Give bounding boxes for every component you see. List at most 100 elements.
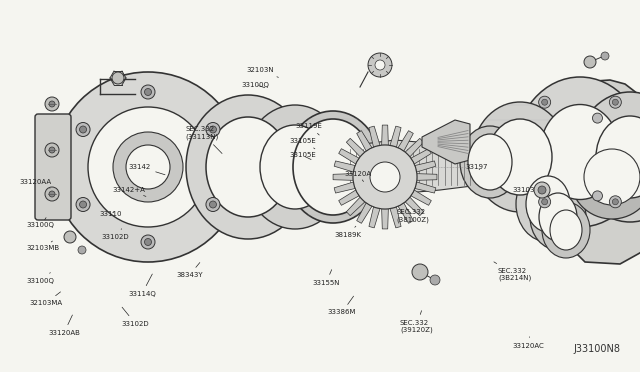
Polygon shape (340, 140, 488, 194)
Text: 33102D: 33102D (101, 229, 129, 240)
Circle shape (593, 191, 602, 201)
Ellipse shape (515, 77, 640, 227)
Text: 33155N: 33155N (312, 270, 340, 286)
Text: SEC.332
(33113N): SEC.332 (33113N) (186, 126, 222, 154)
Circle shape (64, 231, 76, 243)
Text: 33142+A: 33142+A (112, 187, 146, 196)
Polygon shape (398, 203, 413, 223)
Circle shape (141, 235, 155, 249)
Circle shape (145, 238, 152, 246)
Text: 38343Y: 38343Y (176, 263, 203, 278)
Ellipse shape (472, 102, 568, 212)
Ellipse shape (526, 176, 570, 232)
Circle shape (209, 201, 216, 208)
Text: 33120A: 33120A (344, 171, 371, 182)
Text: 33100Q: 33100Q (242, 82, 270, 88)
Circle shape (209, 126, 216, 133)
FancyBboxPatch shape (35, 114, 71, 220)
Ellipse shape (468, 134, 512, 190)
Circle shape (375, 60, 385, 70)
Circle shape (126, 145, 170, 189)
Polygon shape (333, 174, 353, 180)
Ellipse shape (530, 184, 586, 250)
Circle shape (76, 198, 90, 212)
Circle shape (112, 72, 124, 84)
Ellipse shape (488, 119, 552, 195)
Circle shape (609, 96, 621, 108)
Polygon shape (381, 125, 388, 145)
Ellipse shape (542, 202, 590, 258)
Circle shape (584, 149, 640, 205)
Circle shape (570, 135, 640, 219)
Text: 33120AC: 33120AC (512, 337, 544, 349)
Polygon shape (334, 161, 355, 172)
Circle shape (370, 162, 400, 192)
Text: 33120AA: 33120AA (19, 179, 51, 189)
Polygon shape (369, 207, 380, 228)
Text: 33120AB: 33120AB (48, 315, 80, 336)
Circle shape (412, 264, 428, 280)
Polygon shape (415, 182, 436, 193)
Polygon shape (405, 138, 424, 157)
Circle shape (113, 132, 183, 202)
Text: 33386M: 33386M (328, 296, 356, 315)
Polygon shape (390, 207, 401, 228)
Circle shape (430, 275, 440, 285)
Circle shape (206, 122, 220, 137)
Text: 32103N: 32103N (246, 67, 278, 77)
Text: 33102D: 33102D (122, 307, 149, 327)
Circle shape (539, 196, 550, 208)
Circle shape (88, 107, 208, 227)
Ellipse shape (539, 193, 577, 241)
Polygon shape (346, 138, 365, 157)
Circle shape (49, 147, 55, 153)
Circle shape (541, 99, 548, 105)
Polygon shape (390, 126, 401, 147)
Circle shape (45, 97, 59, 111)
Ellipse shape (293, 119, 373, 215)
Text: J33100N8: J33100N8 (573, 344, 620, 354)
Text: 33197: 33197 (466, 164, 488, 170)
Ellipse shape (243, 105, 347, 229)
Text: 33114Q: 33114Q (128, 274, 156, 297)
Ellipse shape (285, 111, 381, 223)
Polygon shape (346, 197, 365, 216)
Text: 33105E: 33105E (289, 138, 316, 149)
Circle shape (141, 85, 155, 99)
Circle shape (584, 56, 596, 68)
Polygon shape (339, 190, 359, 205)
Polygon shape (575, 80, 640, 264)
Ellipse shape (460, 126, 520, 198)
Text: SEC.332
(39120Z): SEC.332 (39120Z) (400, 311, 433, 333)
Polygon shape (334, 182, 355, 193)
Circle shape (538, 186, 546, 194)
Polygon shape (417, 174, 437, 180)
Circle shape (79, 126, 86, 133)
Circle shape (49, 101, 55, 107)
Circle shape (353, 145, 417, 209)
Circle shape (78, 246, 86, 254)
Polygon shape (405, 197, 424, 216)
Circle shape (593, 113, 602, 123)
Circle shape (145, 89, 152, 96)
Polygon shape (369, 126, 380, 147)
Polygon shape (422, 120, 470, 164)
Text: 33103: 33103 (512, 187, 534, 193)
Circle shape (612, 99, 618, 105)
Ellipse shape (575, 92, 640, 222)
Text: SEC.332
(3B214N): SEC.332 (3B214N) (494, 262, 531, 281)
Text: 33142: 33142 (128, 164, 165, 175)
Text: 33100Q: 33100Q (27, 273, 55, 284)
Circle shape (539, 96, 550, 108)
Circle shape (601, 52, 609, 60)
Polygon shape (356, 131, 372, 151)
Text: SEC.332
(38100Z): SEC.332 (38100Z) (397, 208, 429, 222)
Circle shape (534, 182, 550, 198)
Text: 33105E: 33105E (289, 153, 316, 160)
Text: 32103MA: 32103MA (29, 292, 63, 306)
Ellipse shape (186, 95, 310, 239)
Circle shape (609, 196, 621, 208)
Circle shape (53, 72, 243, 262)
Circle shape (45, 187, 59, 201)
Circle shape (541, 199, 548, 205)
